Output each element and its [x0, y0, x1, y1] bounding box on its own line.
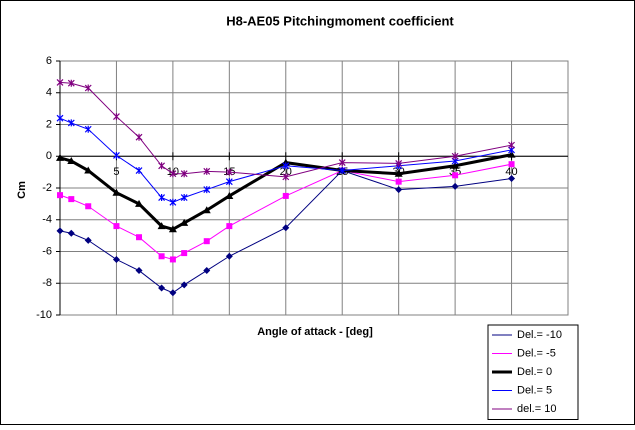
chart-title: H8-AE05 Pitchingmoment coefficient — [226, 13, 454, 28]
y-tick-label: 0 — [46, 150, 52, 162]
marker — [158, 194, 166, 202]
marker — [203, 238, 210, 245]
marker — [338, 167, 346, 175]
marker — [225, 168, 233, 176]
legend-label: del.= 10 — [517, 403, 556, 415]
marker — [56, 153, 64, 161]
marker — [395, 159, 403, 167]
marker — [180, 218, 189, 226]
marker — [226, 223, 233, 230]
marker — [338, 159, 346, 167]
marker — [225, 191, 234, 199]
marker — [203, 186, 211, 194]
marker — [113, 151, 120, 159]
y-tick-label: -10 — [36, 309, 52, 321]
marker — [68, 196, 75, 203]
series — [56, 167, 516, 297]
marker — [225, 252, 233, 260]
marker — [84, 125, 92, 133]
marker — [508, 141, 515, 149]
marker — [157, 222, 166, 230]
x-tick-label: 40 — [505, 166, 517, 178]
marker — [395, 186, 403, 194]
marker — [135, 133, 143, 141]
x-axis-label: Angle of attack - [deg] — [257, 326, 373, 338]
legend-entry: del.= 10 — [492, 403, 556, 415]
legend-label: Del.= -10 — [517, 329, 562, 341]
series — [57, 161, 515, 263]
marker — [67, 229, 75, 237]
marker — [85, 203, 92, 210]
y-tick-label: 2 — [46, 118, 52, 130]
series — [56, 78, 515, 181]
legend-entry: Del.= -5 — [492, 347, 556, 359]
marker — [84, 166, 93, 174]
legend-entry: Del.= 5 — [492, 384, 552, 396]
marker — [181, 250, 188, 257]
legend-entry: Del.= 0 — [492, 366, 552, 378]
marker — [84, 236, 92, 244]
marker — [203, 267, 211, 275]
marker — [112, 255, 120, 263]
x-tick-label: 5 — [113, 166, 119, 178]
marker — [169, 198, 177, 206]
marker — [67, 79, 75, 87]
legend-label: Del.= -5 — [517, 347, 556, 359]
marker — [180, 170, 188, 178]
marker — [508, 161, 515, 168]
marker — [56, 227, 64, 235]
marker — [507, 150, 516, 158]
y-tick-label: -8 — [42, 277, 52, 289]
marker — [84, 84, 92, 92]
marker — [135, 267, 143, 275]
marker — [158, 253, 165, 260]
marker — [57, 192, 63, 199]
marker — [180, 281, 188, 289]
marker — [158, 162, 166, 170]
y-tick-label: -6 — [42, 245, 52, 257]
legend-label: Del.= 0 — [517, 366, 552, 378]
marker — [67, 119, 75, 127]
marker — [203, 167, 211, 175]
x-tick-label: 20 — [280, 166, 292, 178]
marker — [452, 172, 459, 179]
marker — [158, 284, 166, 292]
marker — [394, 169, 403, 177]
marker — [56, 114, 64, 122]
marker — [451, 161, 460, 169]
marker — [112, 188, 121, 196]
marker — [169, 256, 176, 263]
marker — [225, 178, 233, 186]
marker — [282, 224, 290, 232]
marker — [113, 223, 120, 230]
marker — [135, 199, 144, 207]
marker — [113, 113, 120, 121]
y-axis-label: Cm — [16, 181, 28, 199]
marker — [451, 152, 459, 160]
marker — [180, 194, 188, 202]
marker — [56, 78, 64, 86]
marker — [395, 178, 402, 185]
y-tick-label: -2 — [42, 182, 52, 194]
marker — [451, 182, 459, 190]
marker — [169, 170, 177, 178]
marker — [136, 234, 143, 241]
y-tick-label: 4 — [46, 87, 52, 99]
marker — [202, 206, 211, 214]
marker — [282, 162, 290, 170]
marker — [168, 225, 177, 233]
marker — [135, 167, 143, 175]
y-tick-label: -4 — [42, 214, 52, 226]
legend-label: Del.= 5 — [517, 384, 552, 396]
marker — [169, 289, 177, 297]
marker — [508, 174, 516, 182]
marker — [282, 192, 289, 199]
marker — [282, 173, 290, 181]
y-tick-label: 6 — [46, 55, 52, 67]
legend-entry: Del.= -10 — [492, 329, 562, 341]
marker — [67, 157, 76, 165]
